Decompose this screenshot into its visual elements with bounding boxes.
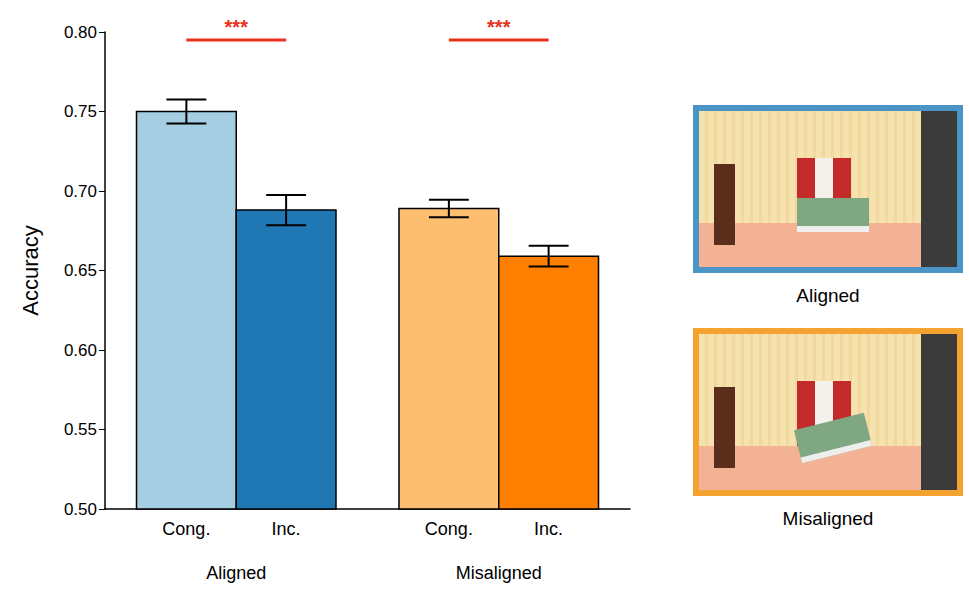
svg-text:***: *** xyxy=(487,16,511,38)
svg-text:Accuracy: Accuracy xyxy=(18,225,43,315)
svg-text:Cong.: Cong. xyxy=(162,519,210,539)
svg-text:***: *** xyxy=(225,16,249,38)
svg-text:Inc.: Inc. xyxy=(534,519,563,539)
svg-text:0.55: 0.55 xyxy=(64,420,97,439)
svg-text:Cong.: Cong. xyxy=(425,519,473,539)
svg-text:0.65: 0.65 xyxy=(64,261,97,280)
svg-text:0.60: 0.60 xyxy=(64,341,97,360)
html-text:Misaligned: Misaligned xyxy=(782,508,874,529)
svg-text:0.75: 0.75 xyxy=(64,102,97,121)
svg-text:Aligned: Aligned xyxy=(206,563,266,583)
svg-text:0.50: 0.50 xyxy=(64,500,97,519)
svg-text:Misaligned: Misaligned xyxy=(456,563,542,583)
svg-text:0.70: 0.70 xyxy=(64,182,97,201)
svg-text:0.80: 0.80 xyxy=(64,23,97,42)
svg-text:Inc.: Inc. xyxy=(272,519,301,539)
html-text:Aligned: Aligned xyxy=(796,285,860,306)
